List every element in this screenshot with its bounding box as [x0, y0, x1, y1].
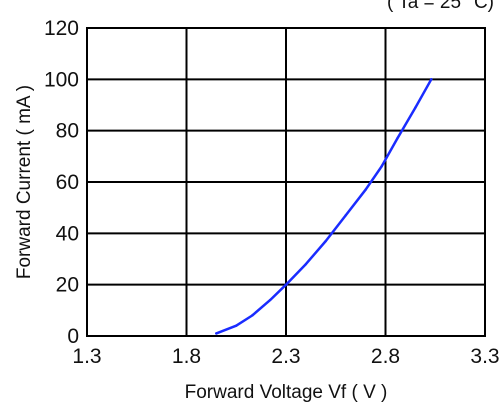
y-axis-title: Forward Current ( mA ): [14, 85, 35, 279]
x-tick-label: 2.8: [371, 345, 400, 368]
y-tick-labels: 0 20 40 60 80 100 120: [44, 17, 79, 348]
y-tick-label: 40: [56, 222, 79, 245]
data-point: [215, 332, 218, 335]
data-point: [324, 239, 327, 243]
data-point: [414, 106, 417, 109]
data-point: [284, 283, 288, 286]
y-tick-label: 80: [56, 120, 79, 143]
data-point: [250, 314, 254, 317]
x-tick-label: 1.3: [72, 345, 101, 368]
grid: [87, 28, 485, 336]
x-tick-labels: 1.3 1.8 2.3 2.8 3.3: [72, 345, 499, 368]
data-point: [344, 214, 347, 217]
series-group: [215, 78, 433, 335]
plot-frame: [86, 27, 486, 337]
data-point: [396, 137, 399, 140]
data-point: [380, 165, 383, 168]
data-point: [304, 262, 308, 266]
x-axis-title: Forward Voltage Vf ( V ): [185, 382, 388, 403]
data-point: [430, 78, 433, 81]
x-tick-label: 1.8: [172, 345, 201, 368]
x-tick-label: 3.3: [470, 345, 499, 368]
temperature-annotation: ( Ta = 25 °C): [387, 0, 494, 13]
data-point: [235, 324, 238, 327]
data-point: [364, 188, 367, 191]
y-tick-label: 100: [44, 68, 79, 91]
data-point: [268, 298, 272, 302]
x-tick-label: 2.3: [271, 345, 300, 368]
y-tick-label: 0: [67, 325, 79, 348]
y-tick-label: 20: [56, 274, 79, 297]
y-tick-label: 60: [56, 171, 79, 194]
y-tick-label: 120: [44, 17, 79, 40]
